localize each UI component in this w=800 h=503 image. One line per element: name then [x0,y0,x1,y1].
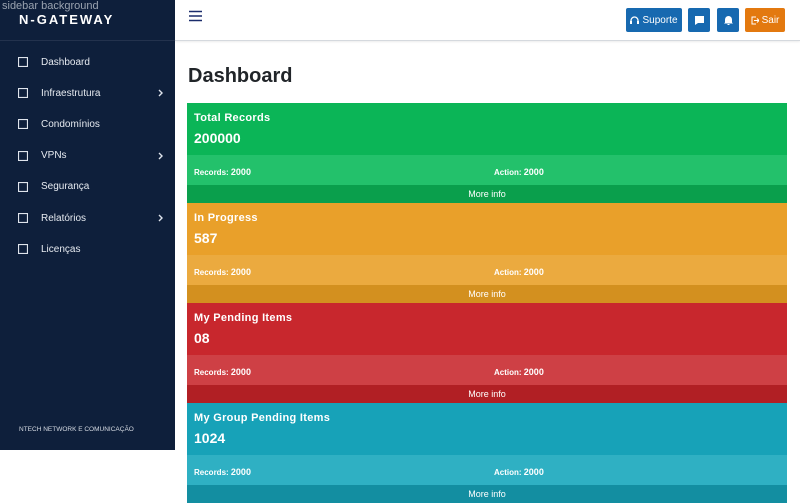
card-title: My Group Pending Items [194,412,331,424]
records-value: 2000 [230,267,251,277]
card-stats: Records: 2000 Action: 2000 [187,155,787,185]
menu-icon [18,244,28,255]
menu-item[interactable]: Dashboard [0,49,175,75]
submenu-arrow [158,89,163,97]
menu-item[interactable]: Licenças [0,236,175,262]
menu-label: Condomínios [41,118,100,130]
menu-label: VPNs [41,150,67,162]
menu-label: Segurança [41,181,90,193]
action-stat: Action: 2000 [494,467,544,477]
menu-label: Infraestrutura [41,87,101,99]
card-value: 08 [194,330,210,346]
records-stat: Records: 2000 [194,467,251,477]
menu-icon [18,181,28,192]
footer: NTECH NETWORK E COMUNICAÇÃO [19,426,134,433]
divider [0,40,175,41]
records-label: Records: [194,368,229,377]
records-stat: Records: 2000 [194,267,251,277]
support-button[interactable]: Suporte [626,8,682,32]
action-stat: Action: 2000 [494,167,544,177]
submenu-arrow [158,214,163,222]
menu-icon [18,57,28,67]
card-title: Total Records [194,112,271,124]
action-label: Action: [494,368,522,377]
card-title: In Progress [194,212,258,224]
more-info[interactable]: More info [187,385,787,403]
notifications-button[interactable] [717,8,739,32]
menu-icon [18,213,28,223]
records-stat: Records: 2000 [194,367,251,377]
records-value: 2000 [230,467,251,477]
label: Sair [761,14,780,26]
action-label: Action: [494,168,522,177]
menu-item[interactable]: Segurança [0,174,175,200]
menu-icon [18,150,28,161]
records-label: Records: [194,168,229,177]
more-info[interactable]: More info [187,185,787,203]
records-value: 2000 [230,167,251,177]
stat-card: My Group Pending Items 1024 Records: 2000 A… [187,403,787,503]
stat-card: Total Records 200000 Records: 2000 Action: … [187,103,787,203]
menu-label: Relatórios [41,212,87,224]
card-value: 1024 [194,430,226,446]
menu-toggle[interactable] [189,10,202,22]
icon [723,16,733,25]
messages-button[interactable] [688,8,710,32]
card-stats: Records: 2000 Action: 2000 [187,255,787,285]
menu-item[interactable]: Infraestrutura [0,80,175,106]
action-value: 2000 [523,167,544,177]
action-stat: Action: 2000 [494,367,544,377]
label: Suporte [642,14,678,26]
records-stat: Records: 2000 [194,167,251,177]
topbar: Suporte Sair [175,0,800,41]
menu-label: Dashboard [41,56,90,68]
logout-button[interactable]: Sair [745,8,785,32]
stat-card: My Pending Items 08 Records: 2000 Action: 2… [187,303,787,403]
stat-card: In Progress 587 Records: 2000 Action: 2000 M… [187,203,787,303]
card-stats: Records: 2000 Action: 2000 [187,455,787,485]
menu-icon [18,119,28,130]
broken-image-alt: sidebar background [2,0,99,12]
action-stat: Action: 2000 [494,267,544,277]
submenu-arrow [158,152,163,160]
card-stats: Records: 2000 Action: 2000 [187,355,787,385]
action-value: 2000 [523,267,544,277]
records-label: Records: [194,468,229,477]
more-info[interactable]: More info [187,285,787,303]
menu-icon [18,88,28,99]
menu-item[interactable]: Condomínios [0,111,175,137]
menu-label: Licenças [41,243,81,255]
icon [630,15,640,24]
card-title: My Pending Items [194,312,293,324]
page-title: Dashboard [188,65,293,87]
brand[interactable]: N-GATEWAY [19,12,115,27]
action-value: 2000 [523,467,544,477]
menu-item[interactable]: Relatórios [0,205,175,231]
menu-item[interactable]: VPNs [0,143,175,169]
icon [694,15,704,25]
action-value: 2000 [523,367,544,377]
records-value: 2000 [230,367,251,377]
card-value: 200000 [194,130,241,146]
sidebar: sidebar background N-GATEWAY Dashboard In… [0,0,175,450]
action-label: Action: [494,268,522,277]
more-info[interactable]: More info [187,485,787,503]
icon [751,16,759,24]
records-label: Records: [194,268,229,277]
action-label: Action: [494,468,522,477]
card-value: 587 [194,230,218,246]
